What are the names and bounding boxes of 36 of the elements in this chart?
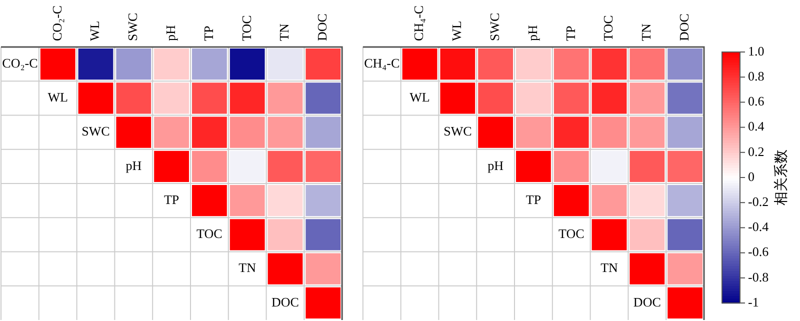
y2-tick-label: CH₄-C — [364, 55, 400, 70]
x-tick-label: TN — [276, 23, 292, 41]
y2-tick-label: WL — [410, 90, 430, 105]
x-tick-label: WL — [449, 20, 464, 41]
y2-tick-label: DOC — [633, 294, 661, 310]
color-bar-title: 相关系数 — [774, 150, 790, 206]
x-tick-label: CO₂-C — [49, 5, 64, 41]
x-tick-label: SWC — [486, 12, 502, 41]
x-tick-label: pH — [524, 25, 540, 41]
x-tick-label: DOC — [314, 14, 330, 41]
y2-tick-label: TN — [600, 260, 619, 276]
color-bar-label: 0.8 — [748, 68, 764, 84]
color-bar-label: -0.8 — [748, 269, 769, 284]
color-bar-label: -0.6 — [748, 244, 770, 260]
color-bar-label: 1.0 — [748, 43, 764, 58]
color-bar-label: 0.6 — [748, 94, 765, 109]
color-bar-label: 0.4 — [748, 118, 765, 134]
color-bar-label: -0.4 — [748, 219, 770, 234]
x-tick-label: TOC — [600, 15, 616, 41]
y2-tick-label: SWC — [444, 124, 472, 139]
color-bar-label: -1 — [748, 294, 759, 310]
x-tick-label: SWC — [125, 12, 140, 41]
x-tick-label: TOC — [238, 15, 254, 41]
color-bar-label: 0 — [748, 168, 754, 184]
x-tick-label: WL — [87, 20, 102, 41]
x-tick-label: DOC — [676, 14, 692, 41]
color-bar-label: 0.2 — [748, 144, 764, 159]
y2-tick-label: TOC — [558, 226, 584, 242]
x-tick-label: TP — [200, 26, 216, 41]
x-tick-label: CH₄-C — [411, 5, 426, 41]
x-tick-label: TP — [562, 26, 578, 41]
x-tick-label: TN — [638, 23, 654, 41]
x-tick-label: pH — [162, 25, 178, 41]
y2-tick-label: TP — [526, 192, 542, 207]
color-bar-label: -0.2 — [748, 194, 769, 210]
y2-tick-label: pH — [488, 158, 504, 173]
